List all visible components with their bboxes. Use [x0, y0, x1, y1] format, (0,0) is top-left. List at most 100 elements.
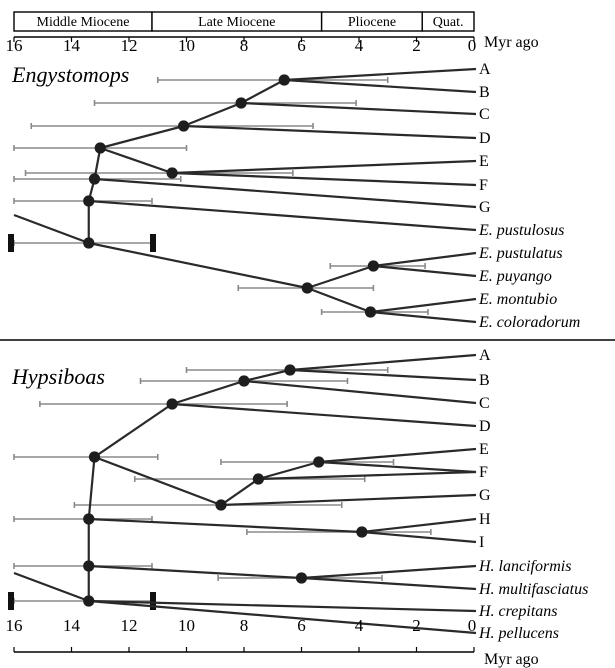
tree-node — [301, 282, 313, 294]
tree-node — [166, 167, 178, 179]
tree-branch — [88, 564, 302, 580]
tip-label: H — [479, 511, 491, 528]
tick-label: 2 — [412, 616, 421, 635]
epoch-label: Quat. — [433, 15, 464, 30]
tree-branch — [240, 79, 285, 104]
tree-branch — [284, 67, 477, 82]
tip-label: H. lanciformis — [478, 558, 571, 575]
tree-branch — [243, 368, 291, 383]
tree-node — [356, 526, 368, 538]
tip-label: E. puyango — [478, 268, 552, 285]
tick-label: 12 — [121, 36, 138, 55]
tree-node — [166, 398, 178, 410]
tip-label: I — [479, 534, 484, 551]
tick-label: 4 — [355, 616, 364, 635]
tick-label: 10 — [178, 616, 195, 635]
tree-branch — [284, 78, 477, 94]
tick-label: 16 — [6, 36, 23, 55]
tick-label: 8 — [240, 36, 249, 55]
tip-label: E — [479, 441, 489, 458]
tree-branch — [94, 177, 477, 209]
tip-label: E — [479, 153, 489, 170]
epoch-bar: Middle Miocene Late Miocene Pliocene Quat. — [13, 11, 475, 32]
tree-node — [83, 237, 95, 249]
tip-label: G — [479, 199, 491, 216]
bottom-time-axis: 16 14 12 10 8 6 4 2 0 Myr ago — [6, 616, 539, 668]
tree-branch — [88, 517, 362, 534]
genus-label: Engystomops — [11, 62, 129, 87]
tree-node — [178, 120, 190, 132]
tree-branch — [172, 159, 477, 175]
tree-node — [364, 306, 377, 318]
tree-node — [83, 595, 95, 607]
axis-unit-label: Myr ago — [484, 34, 539, 51]
tree-branch — [361, 530, 477, 544]
epoch-label: Late Miocene — [198, 15, 275, 30]
tree-node — [238, 375, 250, 387]
tree-node — [83, 560, 95, 572]
tree-branch — [370, 310, 477, 324]
tree-node — [94, 142, 106, 154]
tick-label: 12 — [121, 616, 138, 635]
tick-label: 16 — [6, 616, 23, 635]
calibration-marker — [8, 592, 14, 610]
tree-branch — [93, 403, 173, 458]
tree-branch — [88, 599, 477, 613]
tree-branch — [94, 455, 222, 507]
tree-branch — [183, 101, 242, 128]
tree-branch — [301, 576, 477, 591]
tree-branch — [373, 251, 477, 268]
tip-label: H. pellucens — [478, 625, 559, 642]
tree-node — [284, 364, 296, 376]
tree-branch — [87, 456, 96, 520]
tree-branch — [171, 379, 245, 406]
tip-label: D — [479, 418, 491, 435]
tree-branch — [306, 286, 371, 314]
tree-branch — [258, 470, 477, 481]
genus-label: Hypsiboas — [11, 364, 105, 389]
tree-branch — [243, 379, 477, 405]
top-time-axis: 16 14 12 10 8 6 4 2 0 Myr ago — [6, 34, 539, 55]
tip-label: A — [479, 61, 491, 78]
tree-branch — [183, 124, 477, 140]
tip-label: E. coloradorum — [478, 314, 580, 331]
tree-branch — [13, 213, 90, 245]
tip-label: G — [479, 487, 491, 504]
tree-branch — [318, 460, 477, 474]
tick-label: 8 — [240, 616, 249, 635]
tick-label: 0 — [468, 616, 477, 635]
epoch-label: Pliocene — [348, 15, 396, 30]
tip-label: C — [479, 106, 490, 123]
tree-branch — [289, 368, 477, 382]
tree-branch — [220, 493, 477, 507]
tree-branch — [99, 146, 173, 175]
tree-branch — [99, 124, 184, 150]
tip-label: E. montubio — [478, 291, 557, 308]
tip-label: A — [479, 347, 491, 364]
tree-branch — [370, 297, 477, 314]
tree-branch — [258, 460, 320, 481]
tree-node — [88, 451, 101, 463]
tree-node — [295, 572, 308, 584]
tip-label: D — [479, 130, 491, 147]
tip-label: C — [479, 395, 490, 412]
tick-label: 10 — [178, 36, 195, 55]
tick-label: 4 — [355, 36, 364, 55]
tip-label: H. crepitans — [478, 603, 558, 620]
tree-branch — [301, 564, 477, 580]
tick-label: 6 — [297, 616, 306, 635]
tick-label: 6 — [297, 36, 306, 55]
tip-label: F — [479, 464, 488, 481]
calibration-marker — [150, 592, 156, 610]
tip-label: F — [479, 177, 488, 194]
tick-label: 0 — [468, 36, 477, 55]
tree-node — [215, 499, 227, 511]
calibration-marker — [150, 234, 156, 252]
tree-node — [83, 513, 95, 525]
tree-node — [235, 97, 247, 109]
tick-label: 14 — [63, 616, 81, 635]
tree-branch — [373, 264, 477, 278]
tree-node — [88, 173, 101, 185]
